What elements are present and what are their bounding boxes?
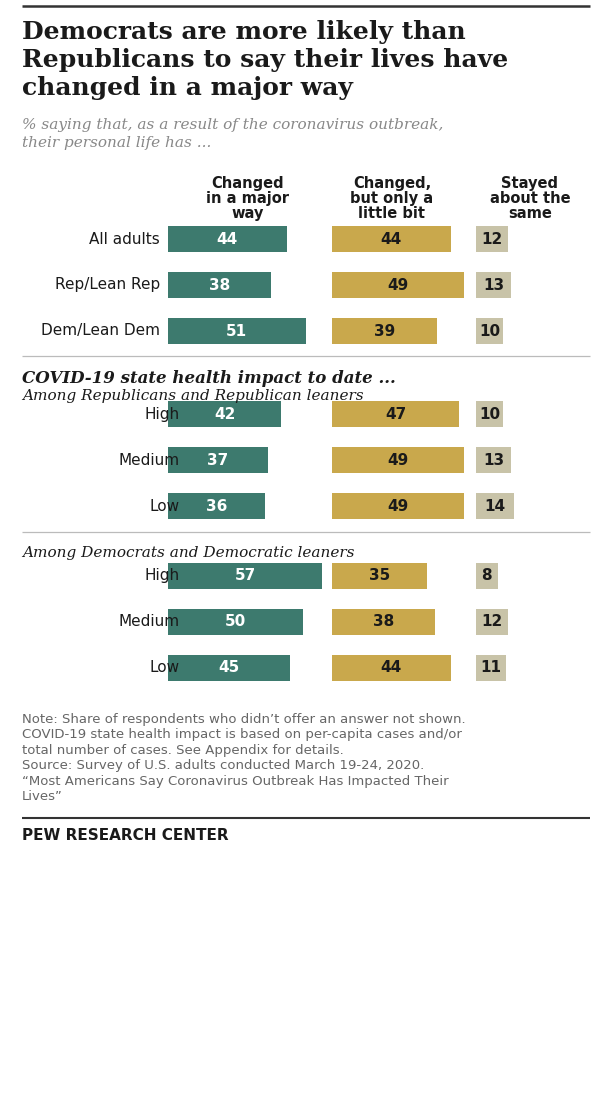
Text: 10: 10 — [479, 407, 500, 422]
Text: Medium: Medium — [119, 453, 180, 468]
Bar — [332, 654, 451, 680]
Text: High: High — [145, 407, 180, 422]
Bar — [168, 401, 282, 428]
Bar — [168, 608, 303, 635]
Text: same: same — [508, 206, 552, 221]
Bar — [332, 272, 465, 298]
Bar — [168, 654, 289, 680]
Text: about the: about the — [490, 191, 570, 206]
Bar — [168, 493, 265, 520]
Text: 42: 42 — [214, 407, 236, 422]
Text: COVID-19 state health impact to date ...: COVID-19 state health impact to date ... — [22, 370, 396, 387]
Text: “Most Americans Say Coronavirus Outbreak Has Impacted Their: “Most Americans Say Coronavirus Outbreak… — [22, 775, 449, 788]
Text: total number of cases. See Appendix for details.: total number of cases. See Appendix for … — [22, 744, 344, 757]
Bar — [332, 401, 459, 428]
Text: Medium: Medium — [119, 614, 180, 629]
Bar — [332, 447, 465, 474]
Text: Dem/Lean Dem: Dem/Lean Dem — [41, 324, 160, 338]
Text: 36: 36 — [206, 499, 227, 514]
Text: Source: Survey of U.S. adults conducted March 19-24, 2020.: Source: Survey of U.S. adults conducted … — [22, 759, 424, 772]
Bar — [168, 562, 322, 589]
Text: Low: Low — [150, 499, 180, 514]
Text: 10: 10 — [479, 324, 500, 338]
Text: High: High — [145, 568, 180, 583]
Text: their personal life has ...: their personal life has ... — [22, 136, 211, 150]
Text: way: way — [232, 206, 264, 221]
Text: 12: 12 — [482, 614, 503, 629]
Text: Among Democrats and Democratic leaners: Among Democrats and Democratic leaners — [22, 546, 354, 560]
Text: 49: 49 — [387, 499, 409, 514]
Text: 49: 49 — [387, 453, 409, 468]
Bar — [168, 447, 268, 474]
Bar — [168, 272, 271, 298]
Text: Changed,: Changed, — [353, 176, 431, 191]
Text: 44: 44 — [217, 232, 238, 246]
Bar — [476, 447, 511, 474]
Text: 44: 44 — [381, 232, 402, 246]
Text: 13: 13 — [483, 453, 504, 468]
Bar — [476, 401, 503, 428]
Bar — [168, 318, 306, 344]
Bar — [476, 493, 514, 520]
Text: Rep/Lean Rep: Rep/Lean Rep — [54, 278, 160, 292]
Text: 57: 57 — [234, 568, 256, 583]
Text: PEW RESEARCH CENTER: PEW RESEARCH CENTER — [22, 828, 229, 842]
Text: in a major: in a major — [206, 191, 289, 206]
Bar — [476, 562, 498, 589]
Bar — [476, 226, 509, 252]
Text: Changed: Changed — [212, 176, 285, 191]
Text: changed in a major way: changed in a major way — [22, 75, 353, 100]
Text: 38: 38 — [373, 614, 394, 629]
Bar — [332, 318, 438, 344]
Text: 11: 11 — [480, 660, 501, 675]
Bar — [332, 493, 465, 520]
Bar — [476, 318, 503, 344]
Bar — [332, 226, 451, 252]
Text: Stayed: Stayed — [501, 176, 559, 191]
Text: Democrats are more likely than: Democrats are more likely than — [22, 20, 466, 44]
Text: Among Republicans and Republican leaners: Among Republicans and Republican leaners — [22, 389, 364, 404]
Bar — [168, 226, 287, 252]
Text: All adults: All adults — [89, 232, 160, 246]
Text: 38: 38 — [209, 278, 230, 292]
Text: 13: 13 — [483, 278, 504, 292]
Text: 37: 37 — [207, 453, 228, 468]
Text: 35: 35 — [368, 568, 390, 583]
Text: Low: Low — [150, 660, 180, 675]
Bar — [332, 608, 435, 635]
Text: 45: 45 — [218, 660, 239, 675]
Text: 39: 39 — [374, 324, 395, 338]
Text: Lives”: Lives” — [22, 790, 63, 803]
Text: 50: 50 — [225, 614, 246, 629]
Bar — [476, 654, 506, 680]
Text: COVID-19 state health impact is based on per-capita cases and/or: COVID-19 state health impact is based on… — [22, 729, 462, 742]
Text: little bit: little bit — [359, 206, 425, 221]
Bar — [332, 562, 427, 589]
Text: but only a: but only a — [351, 191, 433, 206]
Bar — [476, 608, 509, 635]
Text: % saying that, as a result of the coronavirus outbreak,: % saying that, as a result of the corona… — [22, 118, 443, 132]
Text: Note: Share of respondents who didn’t offer an answer not shown.: Note: Share of respondents who didn’t of… — [22, 713, 466, 726]
Text: 49: 49 — [387, 278, 409, 292]
Text: 47: 47 — [385, 407, 406, 422]
Text: 51: 51 — [226, 324, 247, 338]
Text: 14: 14 — [484, 499, 506, 514]
Text: 12: 12 — [482, 232, 503, 246]
Text: Republicans to say their lives have: Republicans to say their lives have — [22, 48, 508, 72]
Text: 44: 44 — [381, 660, 402, 675]
Text: 8: 8 — [482, 568, 492, 583]
Bar — [476, 272, 511, 298]
